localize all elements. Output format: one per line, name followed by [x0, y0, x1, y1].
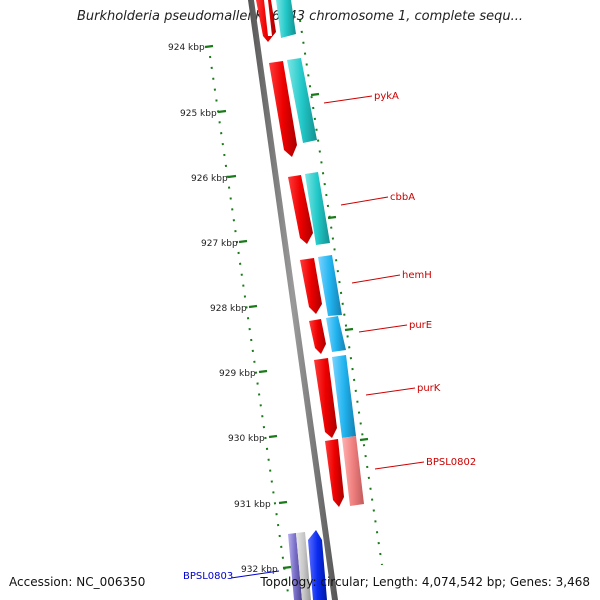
tick-label: 930 kbp [228, 434, 265, 444]
gene-feature[interactable] [314, 358, 337, 438]
topology-summary: Topology: circular; Length: 4,074,542 bp… [260, 575, 590, 589]
tick-ring-right [299, 19, 383, 566]
cds-feature[interactable] [287, 58, 317, 143]
tick-label: 924 kbp [168, 43, 205, 53]
cds-feature[interactable] [305, 172, 330, 245]
gene-label-BPSL0802[interactable]: BPSL0802 [426, 457, 476, 468]
chromosome-backbone [248, 0, 338, 600]
tick-label: 926 kbp [191, 174, 228, 184]
tick-label: 931 kbp [234, 500, 271, 510]
label-leaders [230, 95, 425, 579]
cds-feature[interactable] [318, 255, 342, 316]
tick-label: 932 kbp [241, 565, 278, 575]
tick-label: 925 kbp [180, 109, 217, 119]
gene-label-purK[interactable]: purK [417, 383, 441, 394]
gene-label-BPSL0803[interactable]: BPSL0803 [183, 571, 233, 582]
tick-label: 928 kbp [210, 304, 247, 314]
gene-label-pykA[interactable]: pykA [374, 91, 399, 102]
gene-feature[interactable] [308, 530, 327, 600]
gene-label-cbbA[interactable]: cbbA [390, 192, 415, 203]
gene-feature[interactable] [269, 61, 297, 157]
gene-label-purE[interactable]: purE [409, 320, 432, 331]
accession-text: Accession: NC_006350 [9, 575, 146, 589]
feature-track [256, 0, 364, 600]
gene-feature[interactable] [309, 319, 326, 354]
cds-feature[interactable] [276, 0, 296, 38]
tick-label: 929 kbp [219, 369, 256, 379]
gene-feature[interactable] [325, 439, 344, 507]
cds-feature[interactable] [332, 355, 356, 438]
gene-feature[interactable] [288, 175, 313, 244]
cds-feature[interactable] [326, 316, 346, 352]
gene-feature[interactable] [264, 0, 272, 36]
gene-label-hemH[interactable]: hemH [402, 270, 432, 281]
cds-feature[interactable] [342, 436, 364, 506]
tick-label: 927 kbp [201, 239, 238, 249]
gene-feature[interactable] [300, 258, 322, 314]
tick-marks [204, 44, 369, 570]
tick-ring-left [209, 55, 290, 600]
cds-feature[interactable] [296, 532, 311, 600]
cds-feature[interactable] [288, 533, 302, 600]
sequence-title: Burkholderia pseudomallei K96243 chromos… [76, 9, 524, 24]
